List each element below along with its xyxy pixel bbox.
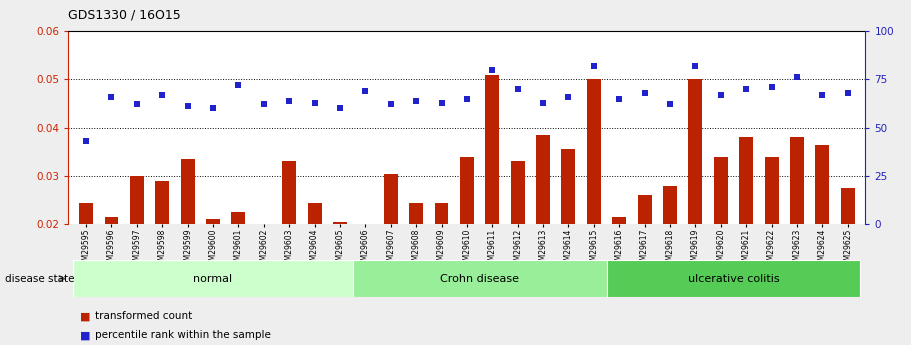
- Text: percentile rank within the sample: percentile rank within the sample: [95, 331, 271, 340]
- Bar: [358, 224, 373, 314]
- Bar: [206, 219, 220, 224]
- Bar: [155, 181, 169, 224]
- Text: ■: ■: [80, 331, 91, 340]
- Text: ■: ■: [80, 312, 91, 321]
- Bar: [333, 222, 347, 224]
- Text: disease state: disease state: [5, 274, 74, 284]
- Bar: [308, 203, 322, 224]
- Bar: [79, 203, 93, 224]
- Bar: [282, 161, 296, 224]
- Bar: [384, 174, 398, 224]
- Bar: [561, 149, 576, 224]
- Bar: [511, 161, 525, 224]
- Bar: [841, 188, 855, 224]
- Bar: [739, 137, 753, 224]
- Bar: [713, 157, 728, 224]
- Bar: [790, 137, 804, 224]
- Bar: [587, 79, 600, 224]
- Bar: [663, 186, 677, 224]
- Bar: [536, 135, 550, 224]
- Bar: [607, 260, 860, 297]
- Bar: [231, 212, 245, 224]
- Bar: [689, 79, 702, 224]
- Bar: [105, 217, 118, 224]
- Bar: [815, 145, 829, 224]
- Bar: [353, 260, 607, 297]
- Bar: [612, 217, 626, 224]
- Bar: [180, 159, 195, 224]
- Bar: [409, 203, 423, 224]
- Bar: [460, 157, 474, 224]
- Text: normal: normal: [193, 274, 232, 284]
- Bar: [257, 224, 271, 316]
- Bar: [130, 176, 144, 224]
- Bar: [435, 203, 448, 224]
- Bar: [764, 157, 779, 224]
- Text: Crohn disease: Crohn disease: [440, 274, 519, 284]
- Bar: [638, 195, 651, 224]
- Bar: [74, 260, 353, 297]
- Text: ulcerative colitis: ulcerative colitis: [688, 274, 779, 284]
- Text: transformed count: transformed count: [95, 312, 192, 321]
- Bar: [486, 75, 499, 224]
- Text: GDS1330 / 16O15: GDS1330 / 16O15: [68, 9, 181, 22]
